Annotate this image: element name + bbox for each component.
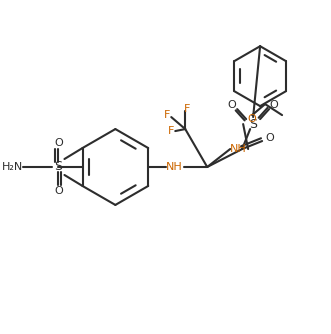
Text: O: O xyxy=(228,100,237,110)
Text: O: O xyxy=(266,133,274,143)
Text: S: S xyxy=(55,161,63,173)
Text: O: O xyxy=(270,100,278,110)
Text: NH: NH xyxy=(166,162,183,172)
Text: O: O xyxy=(248,114,257,124)
Text: F: F xyxy=(168,126,174,136)
Text: F: F xyxy=(184,104,190,114)
Text: S: S xyxy=(249,118,257,131)
Text: H₂N: H₂N xyxy=(2,162,23,172)
Text: NH: NH xyxy=(230,144,247,154)
Text: O: O xyxy=(54,186,63,196)
Text: F: F xyxy=(164,110,170,120)
Text: O: O xyxy=(54,138,63,148)
